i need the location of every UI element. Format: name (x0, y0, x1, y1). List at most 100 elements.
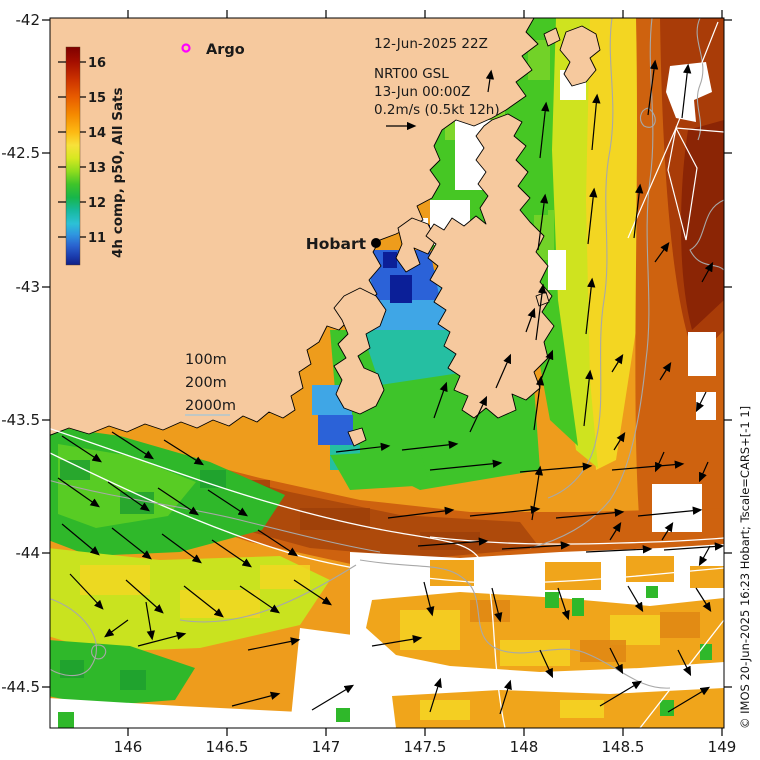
current-arrow (293, 579, 332, 606)
current-arrow (587, 187, 598, 245)
map-plot-area (50, 18, 724, 728)
isobath-deep (529, 18, 654, 549)
current-arrow (495, 353, 511, 389)
current-arrow (531, 465, 544, 521)
current-arrow (661, 521, 674, 541)
current-arrow (609, 521, 622, 541)
current-arrow (239, 585, 280, 614)
x-axis-labels: 146 146.5 147 147.5 148 148.5 149 (114, 738, 737, 756)
current-arrow (647, 59, 659, 116)
isobath-200m (50, 452, 724, 584)
isobath-label-2000m: 2000m (185, 398, 236, 414)
current-arrow (539, 101, 550, 159)
current-arrow (611, 353, 624, 373)
current-arrow (433, 381, 448, 419)
x-tick-label: 149 (708, 738, 737, 756)
current-arrow (583, 369, 594, 427)
current-arrow (161, 533, 202, 564)
current-arrow (423, 581, 435, 617)
isobath-label-200m: 200m (185, 375, 227, 391)
isobath-legend: 100m 200m 2000m (185, 352, 236, 416)
argo-legend: Argo (181, 42, 245, 58)
y-axis-labels: -42 -42.5 -43 -43.5 -44 -44.5 (1, 11, 40, 696)
current-arrow (699, 461, 709, 483)
current-arrow (69, 573, 104, 610)
current-arrow (137, 631, 187, 647)
isobath-2000m (547, 18, 614, 499)
colorbar: 16 15 14 13 12 11 4h comp, p50, All Sats (58, 46, 126, 266)
current-arrow (627, 585, 644, 613)
argo-marker-icon (181, 43, 191, 53)
current-arrow (61, 435, 103, 463)
current-arrow (654, 242, 670, 263)
y-tick-label: -44.5 (1, 678, 40, 696)
current-arrow (111, 527, 152, 560)
velocity-scale: 0.2m/s (0.5kt 12h) (374, 102, 500, 118)
current-arrow (111, 431, 155, 460)
current-arrow (485, 69, 495, 93)
plot-frame (42, 10, 732, 736)
colorbar-tick: 14 (88, 126, 106, 141)
current-arrow (145, 601, 155, 641)
colorbar-tick: 13 (88, 161, 106, 176)
current-arrow (311, 684, 355, 711)
tasman-peninsula (425, 113, 555, 419)
isobath-100m (50, 427, 506, 728)
colorbar-title: 4h comp, p50, All Sats (110, 87, 126, 258)
current-arrow (157, 487, 199, 516)
maria-island (559, 25, 601, 87)
current-arrow (695, 587, 712, 613)
isobath-deep (50, 479, 381, 553)
current-arrow (613, 431, 626, 451)
current-arrow (525, 307, 536, 333)
x-tick-label: 147.5 (404, 738, 447, 756)
current-arrow (469, 395, 488, 433)
copyright-watermark: © IMOS 20-Jun-2025 16:23 Hobart; Tscale=… (738, 406, 752, 729)
current-arrow (695, 391, 707, 413)
current-arrow (401, 440, 459, 451)
current-arrow (667, 686, 711, 713)
current-arrow (107, 481, 150, 512)
current-arrow (655, 451, 665, 473)
colorbar-tick: 12 (88, 196, 106, 211)
current-arrow (469, 505, 541, 517)
current-arrow (611, 460, 685, 471)
current-arrow (183, 585, 224, 618)
current-arrow (61, 523, 100, 556)
current-arrow (633, 183, 644, 239)
isobath-deep (639, 107, 656, 128)
isobath-label-100m: 100m (185, 352, 227, 368)
transect-lines (627, 21, 724, 241)
current-arrow (591, 93, 601, 151)
time-annotations: 12-Jun-2025 22Z NRT00 GSL 13-Jun 00:00Z … (374, 36, 500, 131)
current-arrow (417, 537, 489, 547)
city-marker: Hobart (306, 235, 381, 253)
current-arrow (207, 489, 249, 517)
islet (543, 27, 561, 47)
y-tick-label: -42 (16, 11, 41, 29)
x-tick-label: 146 (114, 738, 143, 756)
current-arrow (257, 529, 299, 557)
current-arrow (371, 635, 423, 647)
current-arrow (335, 442, 391, 453)
x-tick-label: 146.5 (206, 738, 249, 756)
current-arrow (491, 587, 503, 623)
isobath-deep (179, 564, 357, 623)
current-arrow (499, 679, 512, 715)
argo-label: Argo (206, 42, 245, 58)
y-tick-label: -44 (16, 544, 41, 562)
current-arrow (211, 539, 252, 568)
current-arrow (387, 506, 455, 519)
isobath-deep (689, 199, 724, 271)
current-arrow (429, 677, 442, 713)
current-arrow (585, 277, 596, 335)
x-tick-label: 148.5 (602, 738, 645, 756)
current-arrow (535, 283, 547, 341)
current-arrow (698, 545, 711, 567)
sst-timestamp: 12-Jun-2025 22Z (374, 36, 488, 52)
current-arrow (163, 439, 205, 466)
isobath-deep (696, 18, 704, 141)
x-tick-label: 148 (510, 738, 539, 756)
current-arrow (637, 506, 703, 517)
y-tick-label: -43 (16, 278, 41, 296)
